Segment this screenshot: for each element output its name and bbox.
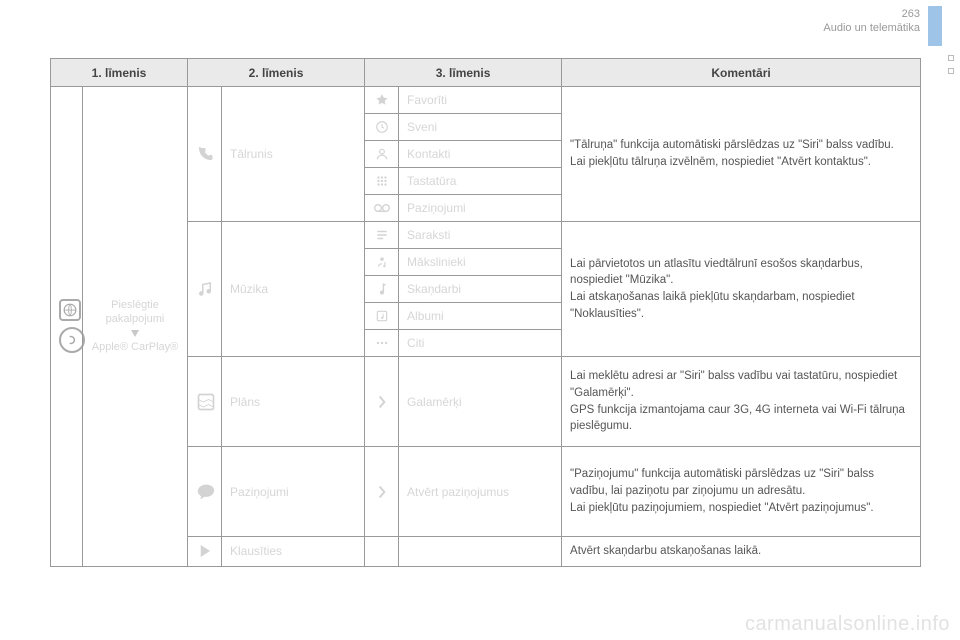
- chevron-right-icon: [377, 395, 387, 409]
- empty-cell: [365, 537, 399, 567]
- messages-icon: [196, 483, 216, 501]
- section-title: Audio un telemātika: [823, 22, 920, 34]
- menu-table: 1. līmenis 2. līmenis 3. līmenis Komentā…: [50, 58, 921, 567]
- page-number: 263: [902, 8, 920, 20]
- voicemail-icon: [374, 203, 390, 213]
- phone-item: Paziņojumi: [399, 195, 562, 222]
- l1-label-line2: pakalpojumi: [91, 312, 179, 326]
- music-item: Albumi: [399, 303, 562, 330]
- list-icon-cell: [365, 222, 399, 249]
- play-icon-cell: [188, 537, 222, 567]
- contact-icon-cell: [365, 141, 399, 168]
- listen-label: Klausīties: [222, 537, 365, 567]
- music-comment: Lai pārvietotos un atlasītu viedtālrunī …: [562, 222, 921, 357]
- side-dot: [948, 55, 954, 61]
- messages-item: Atvērt paziņojumus: [399, 447, 562, 537]
- music-item: Mākslinieki: [399, 249, 562, 276]
- l1-label-line1: Pieslēgtie: [91, 298, 179, 312]
- messages-icon-cell: [188, 447, 222, 537]
- keypad-icon-cell: [365, 168, 399, 195]
- empty-cell: [399, 537, 562, 567]
- music-icon: [196, 280, 214, 298]
- table-row: Pieslēgtie pakalpojumi Apple® CarPlay® T…: [51, 87, 921, 114]
- contact-icon: [375, 147, 389, 161]
- artist-icon: [375, 255, 389, 269]
- album-icon: [375, 309, 389, 323]
- header-l3: 3. līmenis: [365, 59, 562, 87]
- chevron-icon-cell: [365, 357, 399, 447]
- keypad-icon: [375, 174, 389, 188]
- more-icon-cell: [365, 330, 399, 357]
- maps-item: Galamērķi: [399, 357, 562, 447]
- listen-comment: Atvērt skaņdarbu atskaņošanas laikā.: [562, 537, 921, 567]
- accent-block: [928, 6, 942, 46]
- maps-icon-cell: [188, 357, 222, 447]
- l1-label-cell: Pieslēgtie pakalpojumi Apple® CarPlay®: [83, 87, 188, 567]
- messages-label: Paziņojumi: [222, 447, 365, 537]
- globe-icon: [59, 299, 81, 321]
- arrow-down-icon: [131, 330, 139, 337]
- star-icon-cell: [365, 87, 399, 114]
- list-icon: [375, 228, 389, 242]
- l1-icon-cell: [51, 87, 83, 567]
- l1-label-line3: Apple® CarPlay®: [91, 340, 179, 354]
- music-item: Citi: [399, 330, 562, 357]
- clock-icon-cell: [365, 114, 399, 141]
- phone-label: Tālrunis: [222, 87, 365, 222]
- song-icon: [376, 282, 388, 296]
- chevron-icon-cell: [365, 447, 399, 537]
- phone-comment: "Tālruņa" funkcija automātiski pārslēdza…: [562, 87, 921, 222]
- maps-label: Plāns: [222, 357, 365, 447]
- music-icon-cell: [188, 222, 222, 357]
- carplay-icon: [59, 327, 85, 353]
- messages-comment: "Paziņojumu" funkcija automātiski pārslē…: [562, 447, 921, 537]
- phone-item: Tastatūra: [399, 168, 562, 195]
- phone-item: Kontakti: [399, 141, 562, 168]
- header-l2: 2. līmenis: [188, 59, 365, 87]
- chevron-right-icon: [377, 485, 387, 499]
- play-icon: [199, 544, 211, 558]
- maps-comment: Lai meklētu adresi ar "Siri" balss vadīb…: [562, 357, 921, 447]
- watermark: carmanualsonline.info: [745, 613, 950, 636]
- song-icon-cell: [365, 276, 399, 303]
- voicemail-icon-cell: [365, 195, 399, 222]
- music-label: Mūzika: [222, 222, 365, 357]
- artist-icon-cell: [365, 249, 399, 276]
- phone-item: Sveni: [399, 114, 562, 141]
- album-icon-cell: [365, 303, 399, 330]
- clock-icon: [375, 120, 389, 134]
- phone-icon-cell: [188, 87, 222, 222]
- phone-icon: [196, 145, 214, 163]
- music-item: Skaņdarbi: [399, 276, 562, 303]
- header-l1: 1. līmenis: [51, 59, 188, 87]
- maps-icon: [196, 392, 216, 412]
- header-comments: Komentāri: [562, 59, 921, 87]
- table-header-row: 1. līmenis 2. līmenis 3. līmenis Komentā…: [51, 59, 921, 87]
- more-icon: [375, 340, 389, 346]
- side-dot: [948, 68, 954, 74]
- music-item: Saraksti: [399, 222, 562, 249]
- star-icon: [375, 93, 389, 107]
- phone-item: Favorīti: [399, 87, 562, 114]
